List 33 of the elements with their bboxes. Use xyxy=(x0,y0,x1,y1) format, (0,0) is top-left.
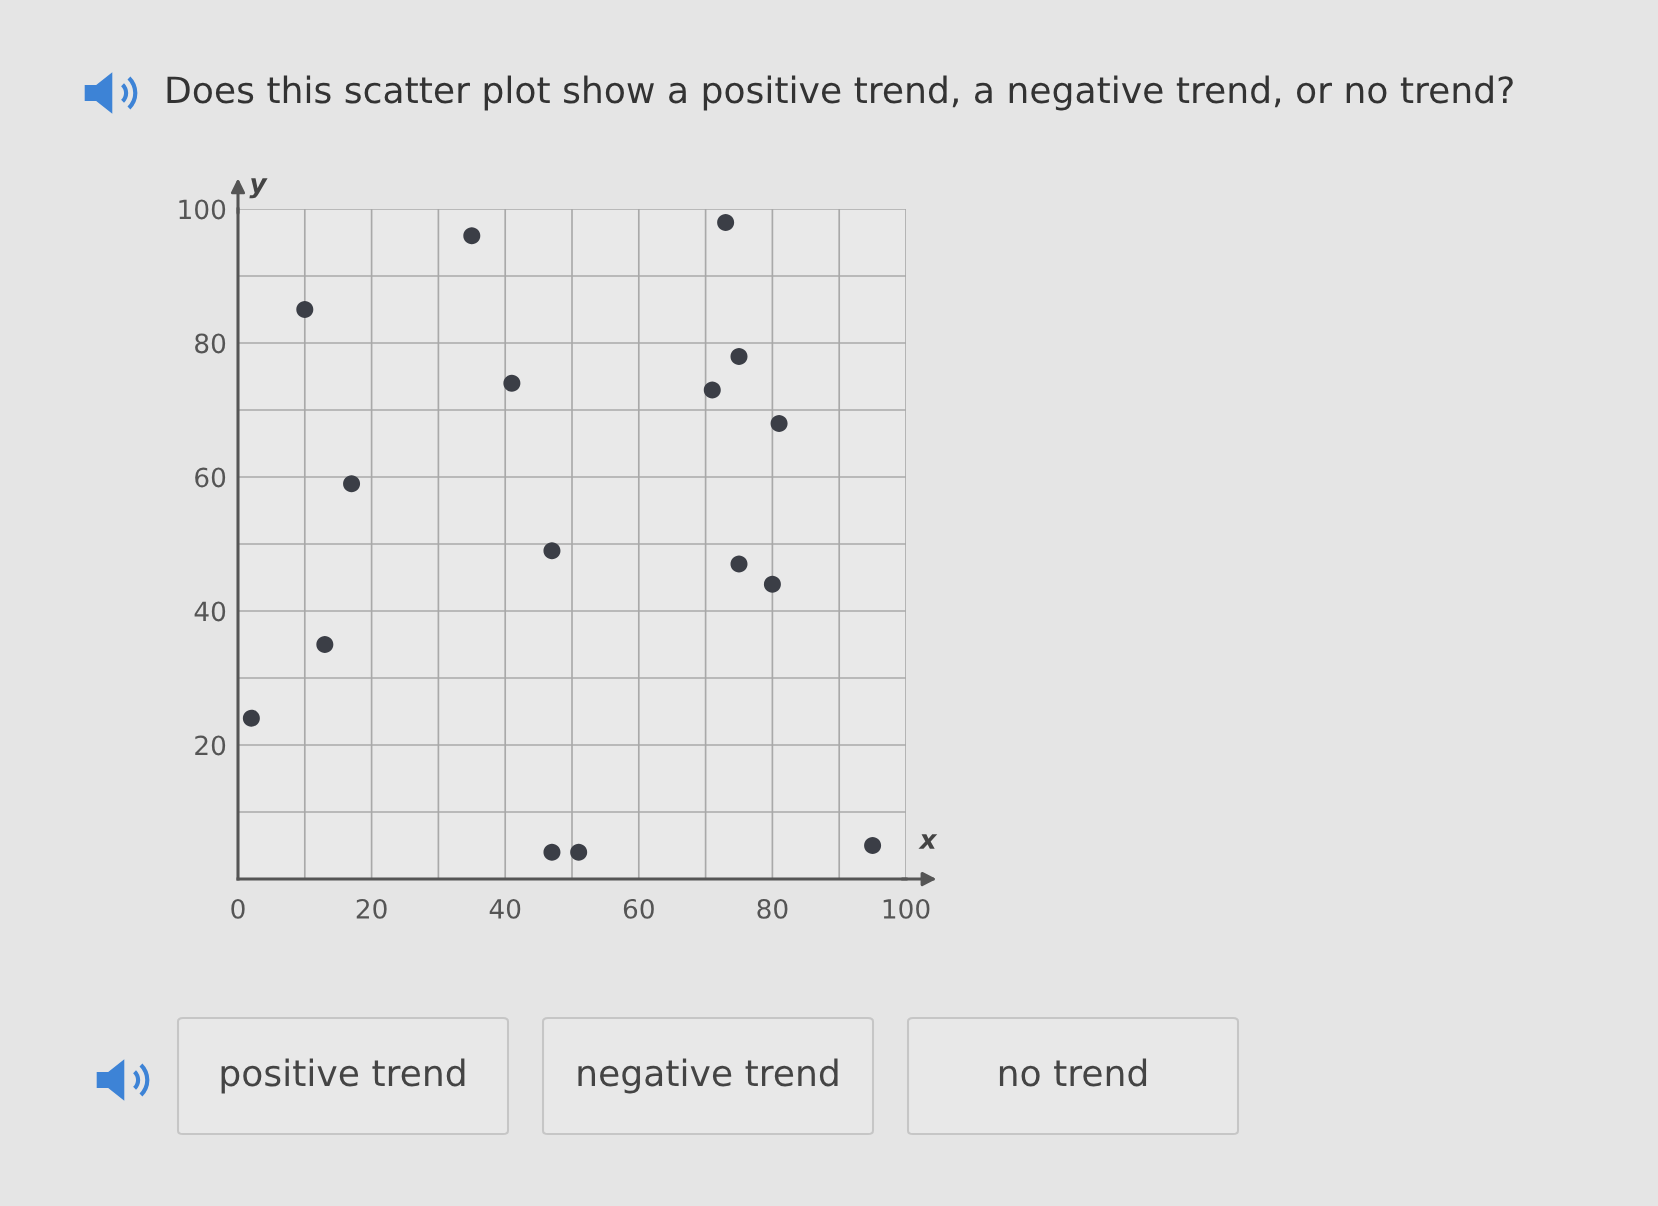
x-axis-title: x xyxy=(918,834,938,849)
text: negative trend xyxy=(578,1058,838,1094)
x-tick-label: 80 xyxy=(757,898,788,919)
y-tick-label: 40 xyxy=(194,601,226,622)
x-tick-label: 20 xyxy=(356,898,387,919)
point xyxy=(543,542,561,560)
point xyxy=(763,575,781,593)
point xyxy=(717,213,735,231)
y-tick-label: 60 xyxy=(195,467,226,488)
point xyxy=(864,836,882,855)
y-axis-title: y xyxy=(249,178,268,199)
point xyxy=(770,414,788,432)
point xyxy=(730,555,748,573)
point xyxy=(463,227,481,245)
x-tick-label: 0 xyxy=(231,898,245,919)
point xyxy=(296,300,314,319)
point xyxy=(703,381,721,399)
y-tick-label: 80 xyxy=(195,333,226,354)
y-tick-label: 100 xyxy=(179,199,226,220)
point xyxy=(316,635,334,654)
y-tick-label: 20 xyxy=(195,735,226,756)
x-tick-label: 100 xyxy=(883,898,930,919)
x-tick-label: 60 xyxy=(623,898,654,919)
point xyxy=(730,347,748,365)
point xyxy=(503,374,521,392)
point xyxy=(343,475,361,493)
chart-title: Does this scatter plot show a positive trend, a negative trend, or no trend? xyxy=(167,75,1513,111)
point xyxy=(543,843,561,861)
x-tick-label: 40 xyxy=(489,898,521,919)
point xyxy=(570,843,588,861)
text: no trend xyxy=(999,1058,1147,1087)
text: positive trend xyxy=(221,1058,465,1094)
point xyxy=(242,709,260,727)
